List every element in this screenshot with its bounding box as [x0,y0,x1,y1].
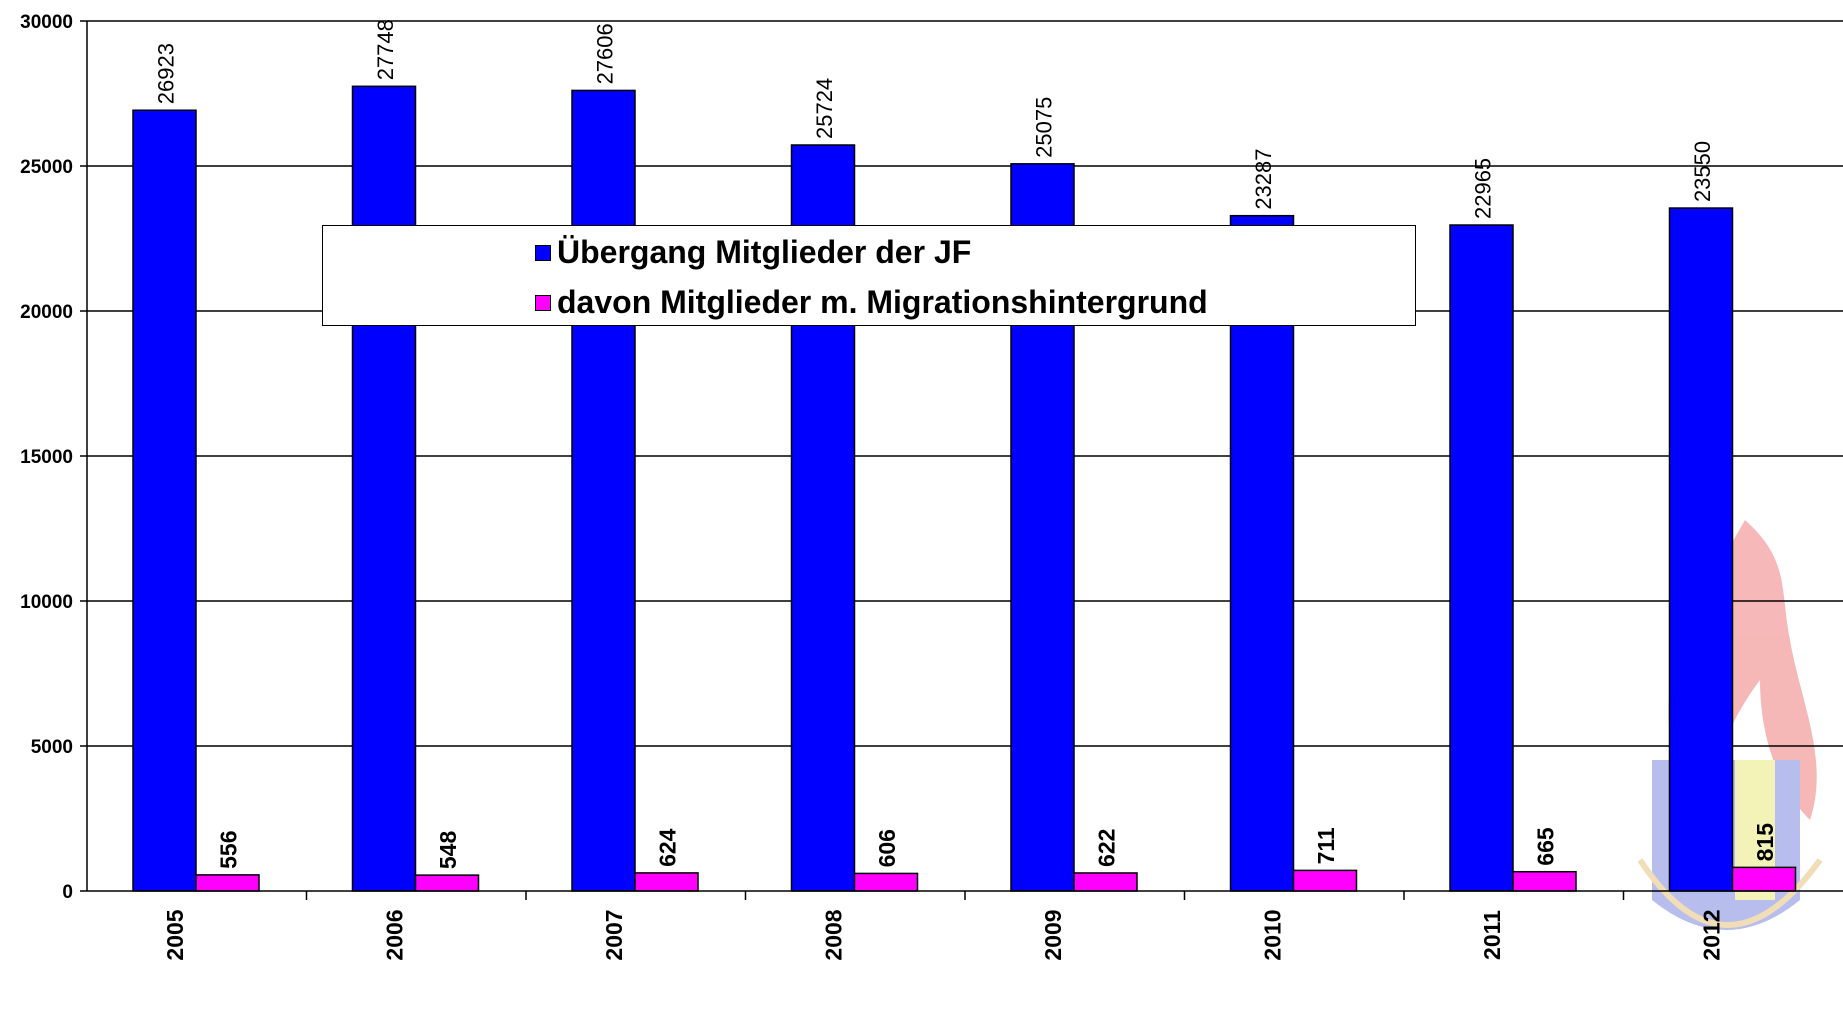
data-label-2011-series-2: 665 [1533,827,1559,866]
axes-layer [80,20,1843,900]
y-tick-label: 5000 [31,737,73,758]
legend-label-series-2: davon Mitglieder m. Migrationshintergrun… [557,284,1208,320]
bar-2010-series-2 [1292,869,1358,892]
y-tick-label: 0 [62,882,73,903]
data-label-2008-series-1: 25724 [812,78,837,139]
bar-2011-series-2 [1512,870,1577,892]
legend-swatch-series-2 [535,294,551,311]
y-tick-label: 20000 [20,302,73,323]
data-label-2006-series-2: 548 [435,831,461,870]
data-label-2010-series-1: 23287 [1251,148,1276,209]
bar-2009-series-2 [1073,872,1138,892]
x-tick-label-2008: 2008 [820,909,846,960]
labels-layer: 0 5000 10000 15000 20000 25000 30000 26923 556 20… [20,12,1778,961]
data-label-2005-series-1: 26923 [154,43,179,104]
data-label-2006-series-1: 27748 [373,19,398,80]
y-tick-label: 10000 [20,592,73,613]
data-label-2012-series-1: 23550 [1690,141,1715,202]
x-tick-label-2010: 2010 [1259,909,1285,960]
x-tick-label-2012: 2012 [1698,909,1724,960]
bar-2012-series-2 [1731,866,1797,892]
legend-label-series-1: Übergang Mitglieder der JF [557,234,972,270]
y-tick-label: 15000 [20,447,73,468]
bar-2007-series-2 [634,872,699,892]
legend-swatch-series-1 [535,244,551,261]
legend: Übergang Mitglieder der JF davon Mitglie… [322,225,1416,326]
bar-2006-series-2 [414,874,480,892]
x-tick-label-2005: 2005 [162,909,188,960]
data-label-2005-series-2: 556 [216,831,242,869]
data-label-2010-series-2: 711 [1313,827,1339,864]
bar-2005-series-2 [195,874,260,892]
x-tick-label-2009: 2009 [1040,909,1066,960]
grid-layer [87,20,1843,747]
bar-2007-series-1 [571,89,636,892]
bars-layer [132,85,1797,892]
data-label-2009-series-2: 622 [1094,829,1120,867]
x-tick-label-2006: 2006 [381,909,407,960]
legend-item-series-2: davon Mitglieder m. Migrationshintergrun… [535,284,1208,321]
data-label-2011-series-1: 22965 [1471,158,1496,219]
bar-2008-series-2 [853,872,919,892]
y-tick-label: 30000 [20,12,73,33]
data-label-2012-series-2: 815 [1752,823,1778,862]
bar-2011-series-1 [1449,224,1514,892]
bar-2012-series-1 [1668,207,1734,892]
x-tick-label-2011: 2011 [1479,910,1505,960]
bar-2005-series-1 [132,109,197,892]
data-label-2007-series-1: 27606 [593,23,618,84]
legend-item-series-1: Übergang Mitglieder der JF [535,234,971,271]
data-label-2008-series-2: 606 [874,829,900,867]
bar-2006-series-1 [351,85,417,892]
data-label-2007-series-2: 624 [655,828,681,867]
data-label-2009-series-1: 25075 [1032,97,1057,158]
x-tick-label-2007: 2007 [601,909,627,960]
y-tick-label: 25000 [20,157,73,178]
